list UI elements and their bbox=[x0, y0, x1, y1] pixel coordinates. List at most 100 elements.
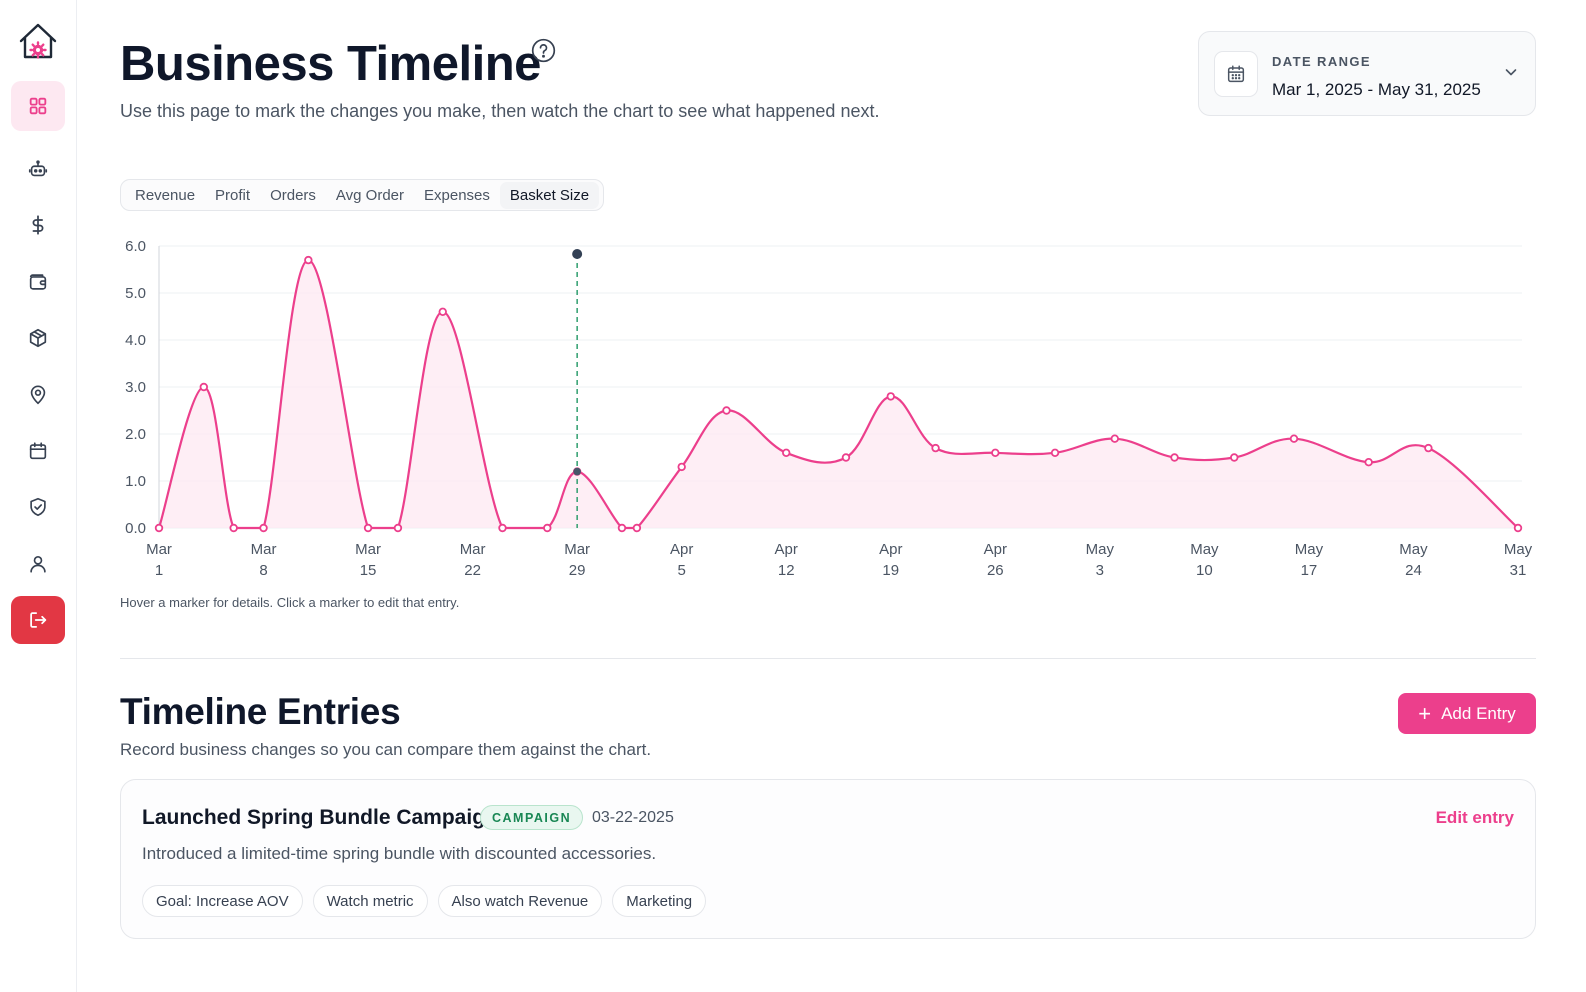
x-tick-day: 29 bbox=[569, 562, 586, 579]
sidebar-item-assistant[interactable] bbox=[11, 144, 65, 194]
x-tick-day: 8 bbox=[259, 562, 267, 579]
entry-tag: Marketing bbox=[612, 885, 707, 917]
data-point bbox=[677, 462, 686, 472]
sidebar-item-products[interactable] bbox=[11, 313, 65, 363]
tab-revenue[interactable]: Revenue bbox=[135, 186, 196, 204]
data-point bbox=[199, 382, 209, 392]
data-point bbox=[1110, 434, 1119, 443]
entry-type-badge: CAMPAIGN bbox=[480, 805, 584, 830]
basket-size-chart: 6.05.04.03.02.01.00.0Mar1Mar8Mar15Mar22M… bbox=[125, 238, 1533, 579]
data-point bbox=[1230, 453, 1239, 462]
data-point bbox=[304, 255, 313, 265]
home-gear-logo-icon[interactable] bbox=[16, 20, 60, 64]
y-tick-label: 4.0 bbox=[125, 332, 146, 349]
sidebar-item-calendar[interactable] bbox=[11, 426, 65, 476]
tab-basket-size[interactable]: Basket Size bbox=[499, 181, 600, 209]
tab-profit[interactable]: Profit bbox=[215, 186, 251, 204]
x-tick-day: 1 bbox=[155, 562, 163, 579]
metric-tabs: Revenue Profit Orders Avg Order Expenses… bbox=[120, 179, 605, 211]
calendar-icon bbox=[29, 442, 47, 460]
add-entry-button[interactable]: + Add Entry bbox=[1398, 693, 1536, 734]
y-tick-label: 1.0 bbox=[125, 473, 146, 490]
chart-hint: Hover a marker for details. Click a mark… bbox=[120, 595, 460, 610]
shield-check-icon bbox=[30, 497, 46, 517]
tab-avg-order[interactable]: Avg Order bbox=[335, 186, 404, 204]
data-point bbox=[1289, 434, 1299, 443]
data-point bbox=[841, 453, 851, 462]
logout-icon bbox=[30, 612, 47, 628]
help-icon[interactable] bbox=[531, 38, 556, 63]
timeline-marker-handle[interactable] bbox=[572, 249, 583, 259]
logout-button[interactable] bbox=[11, 596, 65, 644]
data-point bbox=[722, 406, 731, 415]
grid-icon bbox=[29, 97, 47, 115]
data-point bbox=[259, 523, 268, 533]
section-divider bbox=[120, 658, 1536, 659]
x-tick-month: May bbox=[1295, 541, 1324, 558]
date-range-value: Mar 1, 2025 - May 31, 2025 bbox=[1272, 80, 1481, 99]
x-tick-day: 15 bbox=[360, 562, 377, 579]
data-point bbox=[991, 448, 1000, 457]
x-tick-month: Apr bbox=[984, 541, 1007, 558]
data-point bbox=[1170, 453, 1179, 462]
x-tick-month: Mar bbox=[355, 541, 381, 558]
y-tick-label: 3.0 bbox=[125, 379, 146, 396]
calendar-icon bbox=[1214, 51, 1258, 97]
x-tick-month: May bbox=[1086, 541, 1115, 558]
sidebar-item-wallet[interactable] bbox=[11, 257, 65, 307]
x-tick-day: 12 bbox=[778, 562, 795, 579]
page-title: Business Timeline bbox=[120, 37, 541, 91]
x-tick-day: 26 bbox=[987, 562, 1004, 579]
entries-subtitle: Record business changes so you can compa… bbox=[120, 740, 652, 759]
entry-tag: Goal: Increase AOV bbox=[142, 885, 303, 917]
edit-entry-link[interactable]: Edit entry bbox=[1435, 808, 1514, 827]
date-range-label: DATE RANGE bbox=[1272, 54, 1371, 69]
x-tick-day: 22 bbox=[464, 562, 481, 579]
y-tick-label: 0.0 bbox=[125, 520, 146, 537]
timeline-entry-card: Launched Spring Bundle Campaign CAMPAIGN… bbox=[120, 779, 1536, 939]
page-subtitle: Use this page to mark the changes you ma… bbox=[120, 101, 880, 121]
x-tick-month: May bbox=[1190, 541, 1219, 558]
x-tick-month: Mar bbox=[146, 541, 172, 558]
x-tick-day: 31 bbox=[1510, 562, 1527, 579]
date-range-picker[interactable]: DATE RANGE Mar 1, 2025 - May 31, 2025 bbox=[1198, 31, 1536, 116]
data-point bbox=[154, 523, 164, 533]
data-point bbox=[1050, 448, 1060, 457]
x-tick-day: 5 bbox=[678, 562, 686, 579]
data-point bbox=[438, 307, 447, 316]
y-tick-label: 5.0 bbox=[125, 285, 146, 302]
sidebar-item-finance[interactable] bbox=[11, 200, 65, 250]
chevron-down-icon bbox=[1503, 64, 1519, 80]
data-point bbox=[1513, 523, 1523, 533]
tab-expenses[interactable]: Expenses bbox=[424, 186, 490, 204]
x-tick-day: 17 bbox=[1301, 562, 1318, 579]
data-point bbox=[931, 443, 940, 453]
data-point bbox=[617, 523, 627, 533]
entry-date: 03-22-2025 bbox=[592, 809, 674, 826]
data-point bbox=[229, 523, 238, 533]
x-tick-month: Apr bbox=[879, 541, 902, 558]
x-tick-day: 3 bbox=[1096, 562, 1104, 579]
sidebar-item-profile[interactable] bbox=[11, 539, 65, 589]
sidebar-item-locations[interactable] bbox=[11, 370, 65, 420]
x-tick-month: Mar bbox=[460, 541, 486, 558]
sidebar-item-security[interactable] bbox=[11, 482, 65, 532]
data-point bbox=[393, 523, 403, 533]
data-point bbox=[1424, 443, 1433, 453]
data-point bbox=[1364, 457, 1373, 467]
x-tick-month: Apr bbox=[775, 541, 798, 558]
tab-orders[interactable]: Orders bbox=[270, 186, 316, 204]
data-point bbox=[782, 448, 791, 457]
dollar-icon bbox=[32, 215, 44, 235]
entry-title: Launched Spring Bundle Campaign bbox=[142, 806, 498, 829]
marker-intersection-point bbox=[573, 467, 581, 476]
entry-tag: Watch metric bbox=[312, 885, 428, 917]
data-point bbox=[632, 523, 642, 533]
entries-title: Timeline Entries bbox=[120, 691, 401, 732]
sidebar-item-dashboard[interactable] bbox=[11, 81, 65, 131]
x-tick-month: May bbox=[1399, 541, 1428, 558]
entry-description: Introduced a limited-time spring bundle … bbox=[142, 844, 657, 863]
data-point bbox=[543, 523, 552, 533]
box-icon bbox=[29, 328, 47, 348]
add-entry-label: Add Entry bbox=[1441, 703, 1516, 723]
